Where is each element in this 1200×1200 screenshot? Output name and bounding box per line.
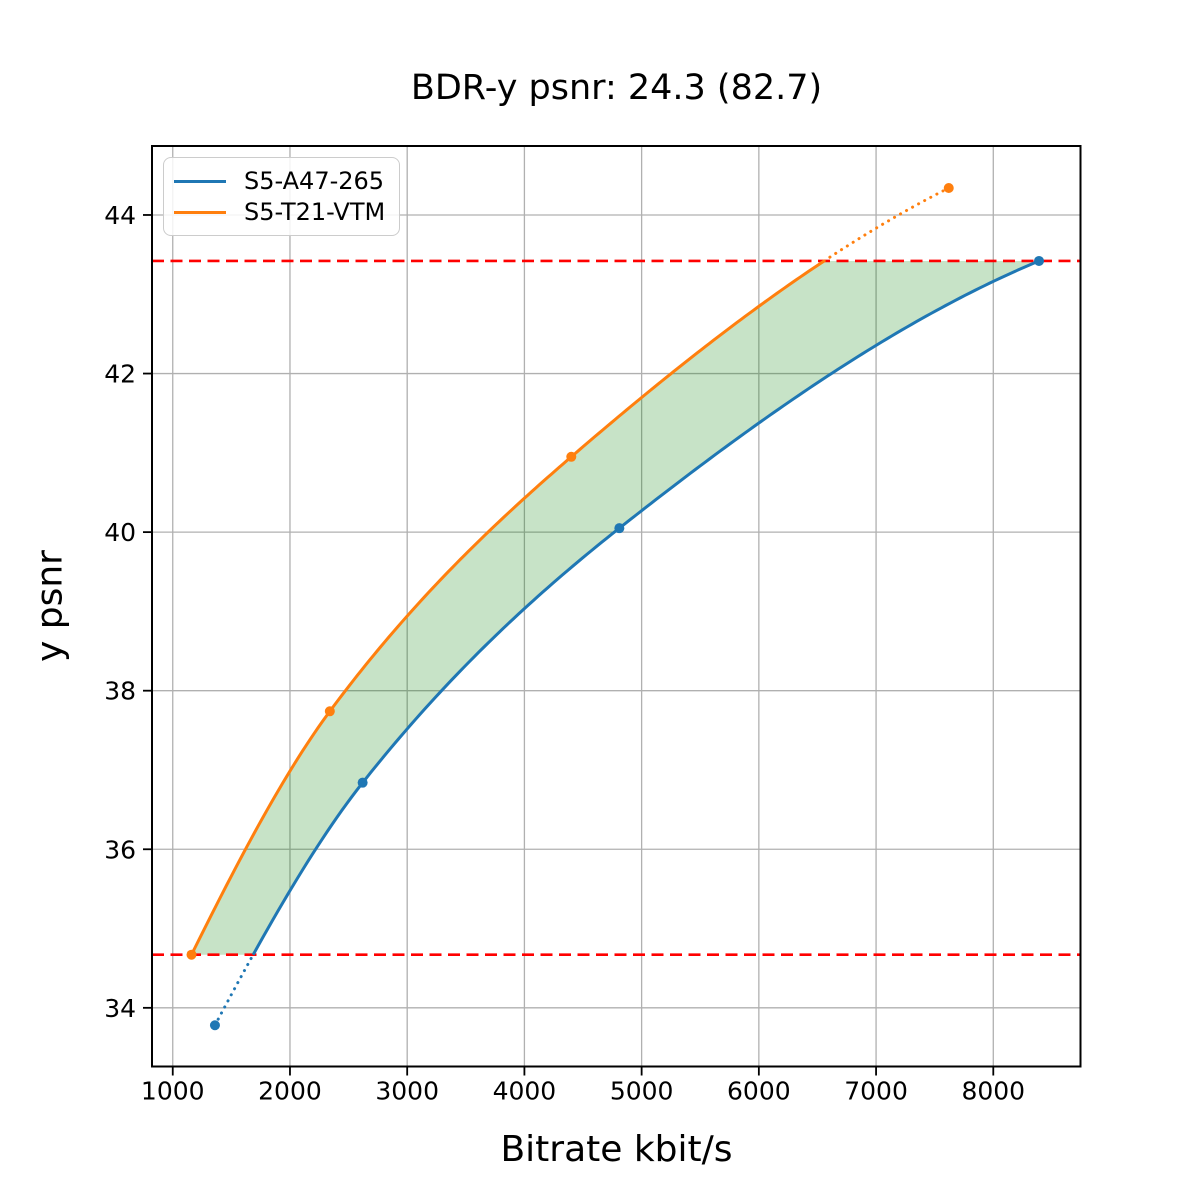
y-axis-label: y psnr	[29, 550, 71, 662]
y-tick-label: 42	[104, 360, 136, 389]
series-blue-curve	[251, 259, 1040, 956]
y-tick-label: 34	[104, 994, 136, 1023]
legend-line-sample-orange	[174, 210, 226, 214]
series-orange-dotted	[822, 186, 951, 263]
legend-item: S5-A47-265	[174, 169, 389, 193]
x-tick-label: 5000	[610, 1077, 674, 1106]
legend-label: S5-T21-VTM	[244, 198, 386, 226]
data-point-marker	[186, 949, 197, 960]
series-orange-curve	[190, 259, 825, 956]
x-tick-label: 6000	[727, 1077, 791, 1106]
x-tick-label: 3000	[375, 1077, 439, 1106]
data-point-marker	[614, 523, 625, 534]
y-tick-label: 36	[104, 835, 136, 864]
x-axis-label: Bitrate kbit/s	[500, 1129, 733, 1170]
data-point-marker	[1034, 255, 1045, 266]
data-point-marker	[324, 706, 335, 717]
legend-label: S5-A47-265	[244, 167, 385, 195]
data-point-marker	[566, 451, 577, 462]
chart-title: BDR-y psnr: 24.3 (82.7)	[410, 68, 823, 108]
y-tick-label: 40	[104, 518, 136, 547]
x-tick-label: 8000	[961, 1077, 1025, 1106]
y-tick-label: 38	[104, 677, 136, 706]
data-point-marker	[357, 777, 368, 788]
data-point-marker	[209, 1020, 220, 1031]
y-tick-label: 44	[104, 201, 136, 230]
legend-item: S5-T21-VTM	[174, 200, 389, 224]
x-tick-label: 4000	[493, 1077, 557, 1106]
bd-area-fill	[191, 260, 1039, 955]
legend-line-sample-blue	[174, 179, 226, 183]
series-blue-dotted	[213, 953, 255, 1027]
data-point-marker	[943, 183, 954, 194]
x-tick-label: 1000	[141, 1077, 205, 1106]
x-tick-label: 2000	[258, 1077, 322, 1106]
x-tick-label: 7000	[844, 1077, 908, 1106]
legend: S5-A47-265 S5-T21-VTM	[163, 157, 400, 236]
axes-spines	[151, 145, 1082, 1068]
